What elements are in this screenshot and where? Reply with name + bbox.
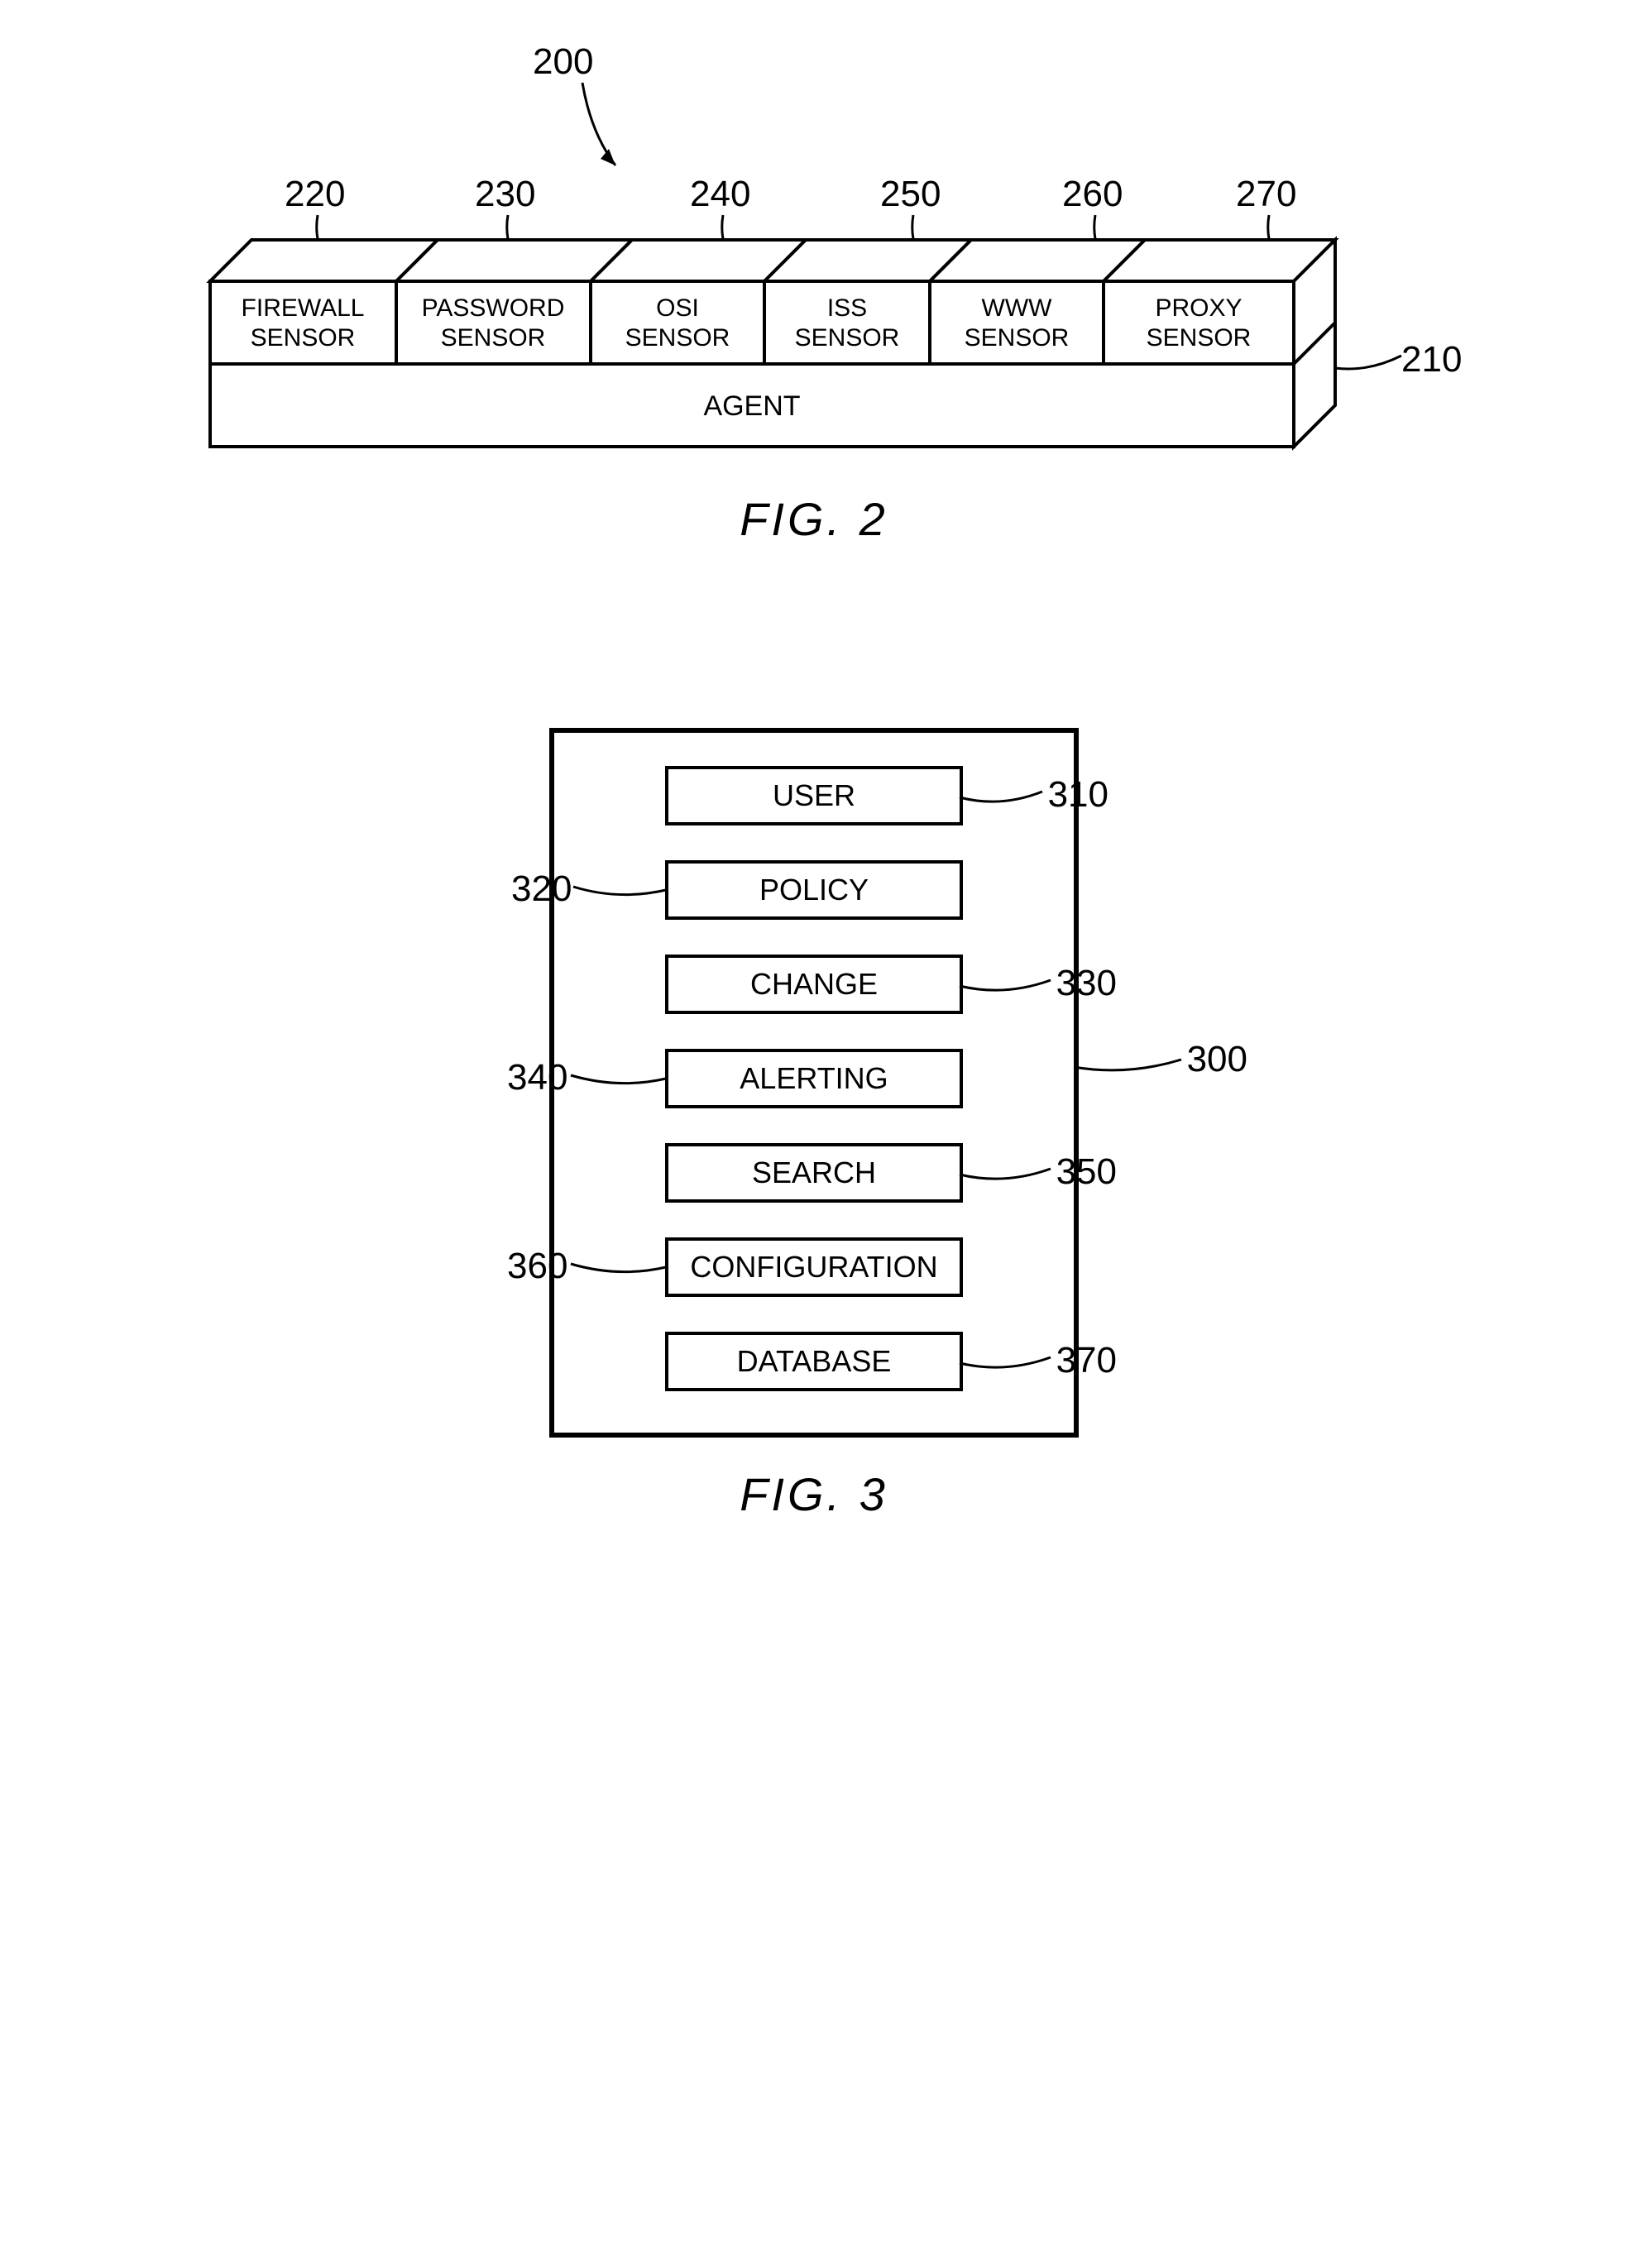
lead-230	[500, 215, 533, 265]
lead-260	[1087, 215, 1120, 265]
item-search-label: SEARCH	[752, 1156, 876, 1190]
item-configuration: CONFIGURATION 360	[665, 1237, 963, 1297]
ref-320: 320	[511, 868, 572, 910]
lead-210	[1335, 347, 1410, 380]
ref-350: 350	[1056, 1151, 1117, 1193]
lead-240	[715, 215, 748, 265]
item-database: DATABASE 370	[665, 1332, 963, 1391]
ref-360: 360	[507, 1246, 567, 1287]
fig2-caption: FIG. 2	[740, 492, 888, 546]
item-user: USER 310	[665, 766, 963, 825]
item-change-label: CHANGE	[750, 967, 878, 1002]
svg-text:SENSOR: SENSOR	[625, 324, 730, 352]
lead-350	[960, 1165, 1055, 1189]
ref-240: 240	[690, 174, 750, 215]
ref-310: 310	[1048, 774, 1108, 816]
lead-270	[1261, 215, 1294, 265]
lead-340	[571, 1069, 668, 1093]
item-user-label: USER	[773, 778, 855, 813]
svg-text:OSI: OSI	[656, 294, 699, 322]
lead-250	[905, 215, 938, 265]
svg-text:SENSOR: SENSOR	[441, 324, 546, 352]
svg-text:ISS: ISS	[827, 294, 867, 322]
svg-text:SENSOR: SENSOR	[965, 324, 1070, 352]
agent-block-3d: FIREWALLSENSOR PASSWORDSENSOR OSISENSOR …	[210, 240, 1451, 488]
ref-200: 200	[533, 41, 593, 83]
fig3-caption: FIG. 3	[740, 1467, 888, 1521]
agent-label: AGENT	[703, 390, 800, 422]
svg-text:WWW: WWW	[982, 294, 1053, 322]
ref-250: 250	[880, 174, 941, 215]
item-policy-label: POLICY	[759, 873, 869, 907]
svg-text:PASSWORD: PASSWORD	[422, 294, 565, 322]
item-alerting: ALERTING 340	[665, 1049, 963, 1108]
lead-320	[573, 880, 668, 905]
svg-text:SENSOR: SENSOR	[1147, 324, 1252, 352]
item-alerting-label: ALERTING	[740, 1061, 888, 1096]
ref-260: 260	[1062, 174, 1123, 215]
fig3-panel: USER 310 POLICY 320 CHANGE 330 ALERTING …	[549, 728, 1079, 1438]
lead-360	[571, 1257, 668, 1282]
svg-text:SENSOR: SENSOR	[251, 324, 356, 352]
lead-310	[960, 787, 1051, 812]
ref-370: 370	[1056, 1340, 1117, 1381]
ref-330: 330	[1056, 963, 1117, 1004]
lead-370	[960, 1353, 1055, 1378]
item-database-label: DATABASE	[737, 1344, 892, 1379]
ref-270: 270	[1236, 174, 1296, 215]
ref-210: 210	[1401, 339, 1462, 380]
ref-200-arrow	[574, 83, 640, 182]
item-configuration-label: CONFIGURATION	[690, 1250, 937, 1285]
item-search: SEARCH 350	[665, 1143, 963, 1203]
item-policy: POLICY 320	[665, 860, 963, 920]
svg-text:SENSOR: SENSOR	[795, 324, 900, 352]
ref-220: 220	[285, 174, 345, 215]
item-change: CHANGE 330	[665, 955, 963, 1014]
ref-300: 300	[1187, 1039, 1247, 1080]
lead-300	[1074, 1055, 1185, 1080]
figure-2: 200 220 230 240 250 260 270	[111, 50, 1517, 513]
lead-220	[309, 215, 342, 265]
svg-text:PROXY: PROXY	[1155, 294, 1242, 322]
ref-340: 340	[507, 1057, 567, 1098]
ref-230: 230	[475, 174, 535, 215]
figure-3: USER 310 POLICY 320 CHANGE 330 ALERTING …	[400, 728, 1228, 1521]
lead-330	[960, 976, 1055, 1001]
svg-text:FIREWALL: FIREWALL	[242, 294, 365, 322]
